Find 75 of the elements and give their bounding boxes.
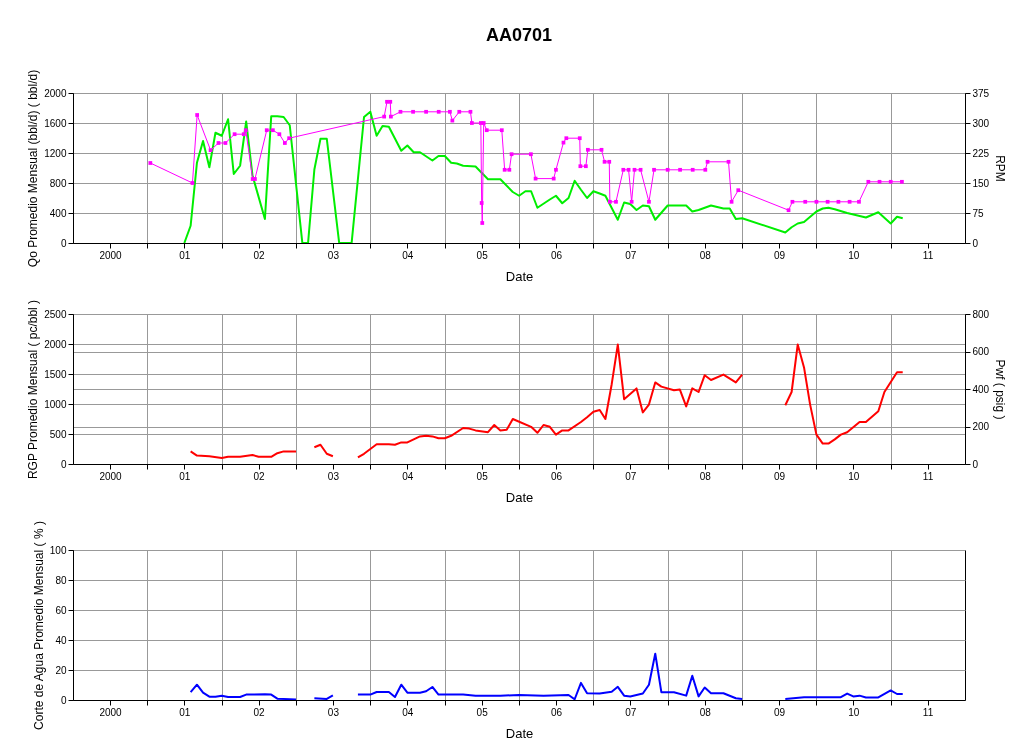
x-tick-label: 09: [773, 249, 786, 261]
x-tick-label: 06: [550, 470, 563, 482]
y-tick-label: 2500: [44, 308, 67, 320]
x-tick-label: 01: [179, 706, 191, 718]
x-tick-label: 11: [922, 249, 934, 261]
y-tick-label: 60: [55, 604, 67, 616]
y2-tick-label: 0: [972, 237, 979, 249]
x-tick-label: 03: [327, 706, 340, 718]
x-tick-label: 09: [773, 706, 786, 718]
x-tick-label: 01: [179, 249, 191, 261]
y-tick-label: 1200: [44, 147, 67, 159]
x-tick-label: 10: [848, 470, 860, 482]
x-tick-label: 10: [848, 706, 860, 718]
x-axis-title: Date: [505, 489, 534, 505]
line-series: [183, 110, 904, 243]
y2-tick-label: 375: [972, 87, 990, 99]
x-tick-label: 08: [699, 249, 712, 261]
y-tick-label: 80: [55, 574, 67, 586]
y-tick-label: 100: [49, 544, 67, 556]
y2-tick-label: 200: [972, 421, 990, 432]
x-tick-label: 02: [253, 249, 266, 261]
y2-tick-label: 0: [972, 458, 979, 470]
y-tick-label: 400: [49, 207, 67, 219]
x-tick-label: 04: [402, 706, 414, 718]
x-tick-label: 2000: [99, 249, 123, 261]
y2-tick-label: 300: [972, 117, 990, 129]
y-tick-label: 1000: [44, 398, 67, 410]
y-tick-label: 2000: [44, 87, 67, 99]
y-axis-title: RGP Promedio Mensual ( pc/bbl ): [26, 299, 41, 480]
x-tick-label: 09: [773, 470, 786, 482]
y2-tick-label: 400: [972, 383, 990, 395]
x-tick-label: 08: [699, 470, 712, 482]
chart-title: AA0701: [485, 25, 553, 46]
x-tick-label: 2000: [99, 706, 123, 718]
x-tick-label: 04: [402, 249, 414, 261]
x-tick-label: 05: [476, 706, 489, 718]
x-tick-label: 05: [476, 249, 489, 261]
y-tick-label: 1600: [44, 117, 67, 129]
x-tick-label: 06: [550, 249, 563, 261]
x-tick-label: 06: [550, 706, 563, 718]
x-tick-label: 07: [625, 706, 637, 718]
x-tick-label: 11: [922, 706, 934, 718]
y-axis-title: Qo Promedio Mensual (bbl/d) ( bbl/d): [26, 69, 41, 268]
x-tick-label: 05: [476, 470, 489, 482]
x-tick-label: 11: [922, 470, 934, 482]
x-tick-label: 07: [625, 470, 637, 482]
x-tick-label: 2000: [99, 470, 123, 482]
y2-axis-title: RPM: [993, 155, 1008, 182]
y2-tick-label: 150: [972, 177, 990, 189]
y-tick-label: 0: [60, 694, 67, 706]
y-tick-label: 20: [55, 664, 67, 676]
x-tick-label: 01: [179, 470, 191, 482]
y-tick-label: 40: [55, 634, 67, 646]
y2-tick-label: 600: [972, 346, 990, 357]
x-tick-label: 02: [253, 470, 266, 482]
x-axis-title: Date: [505, 725, 534, 741]
x-tick-label: 03: [327, 470, 340, 482]
x-axis-title: Date: [505, 268, 534, 284]
y2-tick-label: 800: [972, 308, 990, 320]
x-tick-label: 10: [848, 249, 860, 261]
x-tick-label: 08: [699, 706, 712, 718]
x-tick-label: 03: [327, 249, 340, 261]
x-tick-label: 07: [625, 249, 637, 261]
y-tick-label: 2000: [44, 338, 67, 350]
y-tick-label: 1500: [44, 368, 67, 380]
y-tick-label: 0: [60, 237, 67, 249]
y-axis-title: Corte de Agua Promedio Mensual ( % ): [31, 521, 46, 730]
y-tick-label: 0: [60, 458, 67, 470]
x-tick-label: 02: [253, 706, 266, 718]
y-tick-label: 500: [49, 428, 67, 440]
y2-tick-label: 75: [972, 207, 985, 219]
y2-tick-label: 225: [972, 147, 990, 159]
y2-axis-title: Pwf ( psig ): [993, 359, 1008, 420]
x-tick-label: 04: [402, 470, 414, 482]
y-tick-label: 800: [49, 177, 67, 189]
